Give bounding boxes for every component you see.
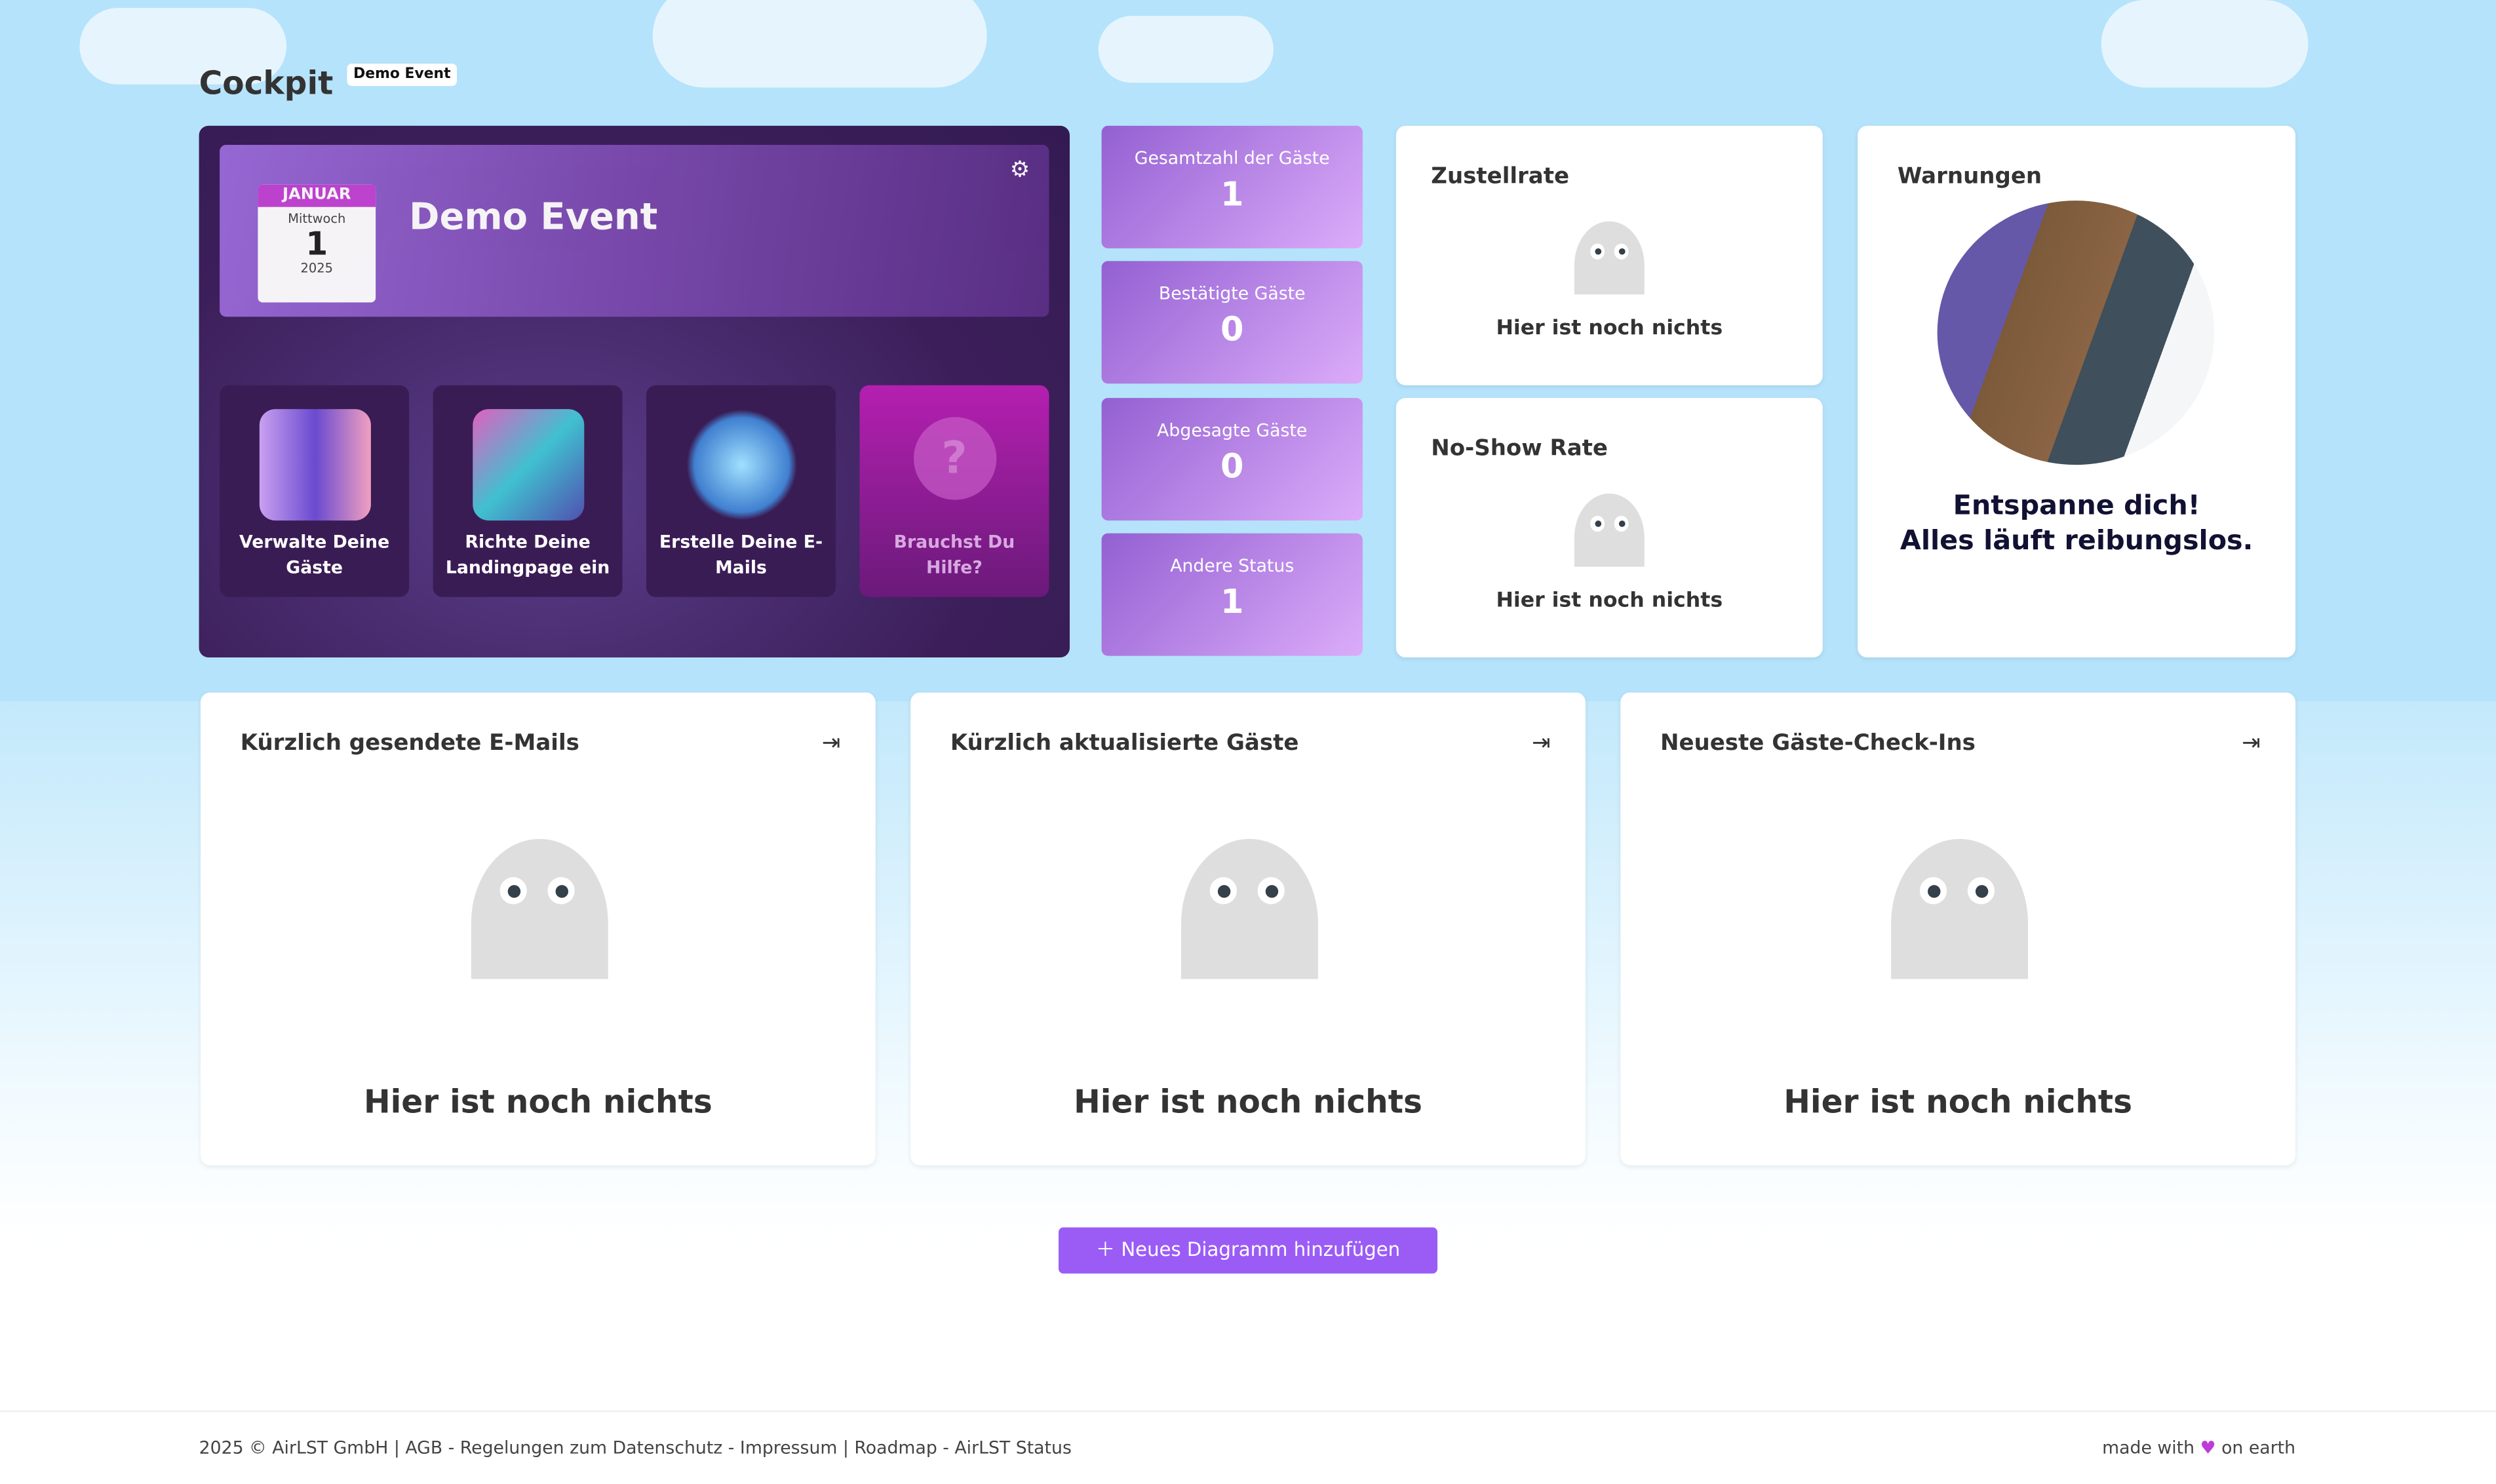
footer-made-with: made with ♥ on earth bbox=[2102, 1437, 2295, 1458]
calendar-day: 1 bbox=[305, 224, 328, 263]
stat-value: 0 bbox=[1220, 310, 1244, 349]
calendar-month: JANUAR bbox=[258, 184, 376, 207]
stat-value: 1 bbox=[1220, 175, 1244, 214]
empty-state-text: Hier ist noch nichts bbox=[1496, 317, 1723, 341]
add-chart-label: Neues Diagramm hinzufügen bbox=[1121, 1238, 1401, 1261]
stat-label: Andere Status bbox=[1170, 555, 1295, 577]
empty-state-text: Hier ist noch nichts bbox=[363, 1082, 712, 1121]
page-title: Cockpit bbox=[199, 64, 334, 102]
ghost-icon bbox=[1891, 838, 2029, 979]
calendar-weekday: Mittwoch bbox=[288, 212, 346, 226]
cloud-decoration bbox=[2101, 0, 2309, 88]
stat-value: 1 bbox=[1220, 582, 1244, 621]
tile-label: Richte Deine Landingpage ein bbox=[445, 532, 610, 578]
on-earth-text: on earth bbox=[2221, 1437, 2296, 1458]
event-name: Demo Event bbox=[409, 197, 658, 239]
card-delivery-rate: Zustellrate Hier ist noch nichts bbox=[1395, 125, 1823, 385]
cloud-decoration bbox=[652, 0, 987, 88]
ghost-icon bbox=[1181, 838, 1318, 979]
empty-state-text: Hier ist noch nichts bbox=[1784, 1082, 2133, 1121]
card-title: No-Show Rate bbox=[1431, 436, 1608, 462]
calendar-year: 2025 bbox=[300, 261, 333, 276]
tile-help[interactable]: ? Brauchst Du Hilfe? bbox=[859, 385, 1049, 597]
card-title: Zustellrate bbox=[1431, 164, 1570, 190]
add-chart-button[interactable]: ＋ Neues Diagramm hinzufügen bbox=[1059, 1227, 1438, 1274]
card-title: Neueste Gäste-Check-Ins bbox=[1660, 730, 1976, 756]
stat-label: Abgesagte Gäste bbox=[1157, 420, 1308, 441]
tile-emails[interactable]: Erstelle Deine E-Mails bbox=[646, 385, 836, 597]
tile-label: Brauchst Du Hilfe? bbox=[893, 532, 1015, 578]
question-icon: ? bbox=[912, 417, 996, 500]
relax-illustration-icon bbox=[1937, 201, 2215, 465]
card-recent-guests: Kürzlich aktualisierte Gäste ⇥ Hier ist n… bbox=[910, 692, 1586, 1165]
card-title: Kürzlich aktualisierte Gäste bbox=[950, 730, 1299, 756]
tile-label: Verwalte Deine Gäste bbox=[239, 532, 390, 578]
plus-icon: ＋ bbox=[1095, 1238, 1121, 1261]
made-with-text: made with bbox=[2102, 1437, 2195, 1458]
card-title: Kürzlich gesendete E-Mails bbox=[240, 730, 579, 756]
event-header-bar: JANUAR Mittwoch 1 2025 Demo Event ⚙ bbox=[220, 145, 1049, 317]
stat-label: Bestätigte Gäste bbox=[1158, 283, 1306, 304]
warnings-line1: Entspanne dich! bbox=[1953, 490, 2200, 522]
cloud-decoration bbox=[1098, 16, 1274, 83]
open-link-icon[interactable]: ⇥ bbox=[1531, 730, 1551, 756]
card-noshow-rate: No-Show Rate Hier ist noch nichts bbox=[1395, 398, 1823, 658]
footer-links[interactable]: 2025 © AirLST GmbH | AGB - Regelungen zu… bbox=[199, 1437, 1072, 1458]
event-hero: JANUAR Mittwoch 1 2025 Demo Event ⚙ Verw… bbox=[199, 125, 1070, 658]
footer: 2025 © AirLST GmbH | AGB - Regelungen zu… bbox=[0, 1410, 2496, 1484]
card-recent-emails: Kürzlich gesendete E-Mails ⇥ Hier ist noc… bbox=[201, 692, 876, 1165]
event-badge: Demo Event bbox=[347, 64, 458, 87]
card-warnings: Warnungen Entspanne dich! Alles läuft re… bbox=[1858, 125, 2296, 658]
stat-other-status: Andere Status 1 bbox=[1101, 533, 1363, 656]
stat-confirmed-guests: Bestätigte Gäste 0 bbox=[1101, 261, 1363, 384]
cloud-decoration bbox=[79, 8, 287, 85]
stat-label: Gesamtzahl der Gäste bbox=[1134, 147, 1330, 169]
gear-icon[interactable]: ⚙ bbox=[1009, 157, 1030, 184]
stat-declined-guests: Abgesagte Gäste 0 bbox=[1101, 398, 1363, 521]
card-title: Warnungen bbox=[1897, 164, 2042, 190]
warnings-message: Entspanne dich! Alles läuft reibungslos. bbox=[1858, 489, 2295, 559]
ghost-icon bbox=[1574, 493, 1645, 567]
guests-illustration-icon bbox=[258, 409, 370, 521]
stat-total-guests: Gesamtzahl der Gäste 1 bbox=[1101, 125, 1363, 248]
empty-state-text: Hier ist noch nichts bbox=[1496, 589, 1723, 614]
open-link-icon[interactable]: ⇥ bbox=[821, 730, 841, 756]
stat-value: 0 bbox=[1220, 447, 1244, 486]
calendar-date: JANUAR Mittwoch 1 2025 bbox=[258, 184, 376, 303]
tile-landingpage[interactable]: Richte Deine Landingpage ein bbox=[433, 385, 623, 597]
tile-label: Erstelle Deine E-Mails bbox=[659, 532, 823, 578]
ghost-icon bbox=[471, 838, 608, 979]
landingpage-illustration-icon bbox=[472, 409, 584, 521]
empty-state-text: Hier ist noch nichts bbox=[1074, 1082, 1422, 1121]
ghost-icon bbox=[1574, 221, 1645, 295]
warnings-line2: Alles läuft reibungslos. bbox=[1900, 525, 2253, 558]
open-link-icon[interactable]: ⇥ bbox=[2242, 730, 2261, 756]
card-recent-checkins: Neueste Gäste-Check-Ins ⇥ Hier ist noch n… bbox=[1620, 692, 2296, 1165]
email-illustration-icon bbox=[685, 409, 797, 521]
heart-icon: ♥ bbox=[2200, 1437, 2216, 1458]
tile-manage-guests[interactable]: Verwalte Deine Gäste bbox=[220, 385, 410, 597]
